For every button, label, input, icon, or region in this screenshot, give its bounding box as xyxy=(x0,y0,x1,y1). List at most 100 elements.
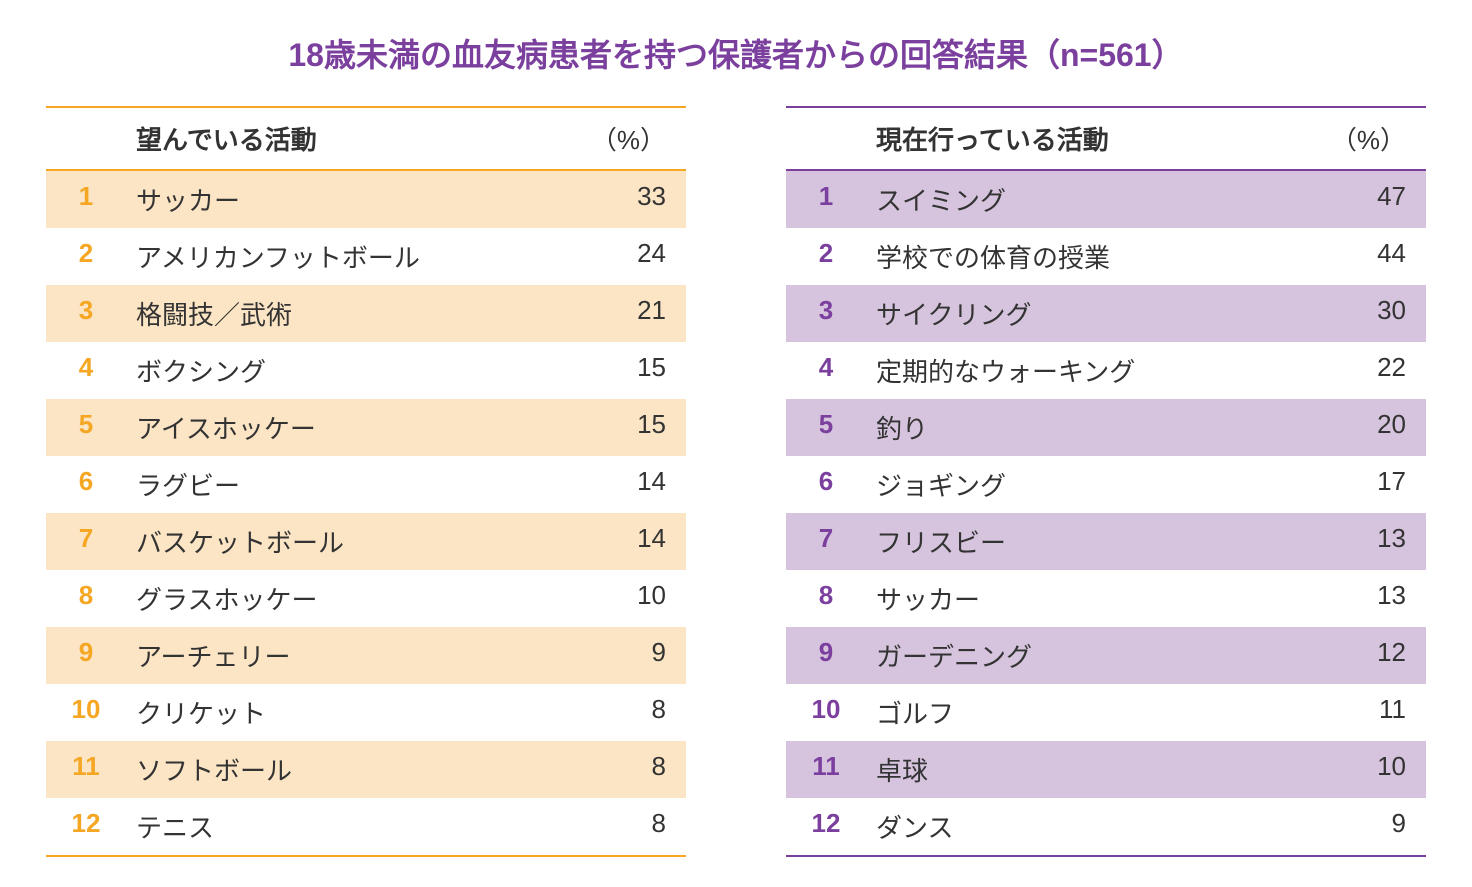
desired-activities-table: 望んでいる活動（%）1サッカー332アメリカンフットボール243格闘技／武術21… xyxy=(46,106,686,857)
rank-value: 7 xyxy=(46,523,126,560)
percent-value: 22 xyxy=(1326,352,1426,389)
activity-header: 現在行っている活動 xyxy=(866,120,1326,157)
tables-container: 望んでいる活動（%）1サッカー332アメリカンフットボール243格闘技／武術21… xyxy=(20,106,1452,857)
table-row: 10ゴルフ11 xyxy=(786,684,1426,741)
rank-value: 10 xyxy=(46,694,126,731)
table-row: 3サイクリング30 xyxy=(786,285,1426,342)
current-activities-table: 現在行っている活動（%）1スイミング472学校での体育の授業443サイクリング3… xyxy=(786,106,1426,857)
rank-value: 3 xyxy=(46,295,126,332)
table-row: 10クリケット8 xyxy=(46,684,686,741)
percent-value: 21 xyxy=(586,295,686,332)
percent-value: 33 xyxy=(586,181,686,218)
table-row: 12ダンス9 xyxy=(786,798,1426,857)
rank-value: 12 xyxy=(46,808,126,845)
activity-value: スイミング xyxy=(866,181,1326,218)
rank-value: 4 xyxy=(46,352,126,389)
percent-value: 10 xyxy=(586,580,686,617)
percent-value: 10 xyxy=(1326,751,1426,788)
percent-value: 8 xyxy=(586,751,686,788)
activity-value: ソフトボール xyxy=(126,751,586,788)
table-header: 現在行っている活動（%） xyxy=(786,108,1426,171)
activity-value: ダンス xyxy=(866,808,1326,845)
table-row: 6ジョギング17 xyxy=(786,456,1426,513)
activity-value: 卓球 xyxy=(866,751,1326,788)
activity-value: サイクリング xyxy=(866,295,1326,332)
activity-value: 釣り xyxy=(866,409,1326,446)
percent-value: 24 xyxy=(586,238,686,275)
activity-value: クリケット xyxy=(126,694,586,731)
percent-value: 9 xyxy=(586,637,686,674)
rank-value: 10 xyxy=(786,694,866,731)
activity-value: ボクシング xyxy=(126,352,586,389)
percent-value: 17 xyxy=(1326,466,1426,503)
activity-value: バスケットボール xyxy=(126,523,586,560)
activity-value: グラスホッケー xyxy=(126,580,586,617)
activity-value: テニス xyxy=(126,808,586,845)
percent-value: 14 xyxy=(586,523,686,560)
activity-value: 定期的なウォーキング xyxy=(866,352,1326,389)
activity-value: サッカー xyxy=(126,181,586,218)
table-row: 2アメリカンフットボール24 xyxy=(46,228,686,285)
table-row: 1サッカー33 xyxy=(46,171,686,228)
activity-value: ラグビー xyxy=(126,466,586,503)
table-row: 3格闘技／武術21 xyxy=(46,285,686,342)
table-row: 8グラスホッケー10 xyxy=(46,570,686,627)
rank-value: 1 xyxy=(786,181,866,218)
percent-value: 15 xyxy=(586,409,686,446)
table-row: 5釣り20 xyxy=(786,399,1426,456)
percent-value: 20 xyxy=(1326,409,1426,446)
table-header: 望んでいる活動（%） xyxy=(46,108,686,171)
rank-value: 8 xyxy=(786,580,866,617)
rank-value: 8 xyxy=(46,580,126,617)
activity-value: 学校での体育の授業 xyxy=(866,238,1326,275)
percent-value: 30 xyxy=(1326,295,1426,332)
rank-value: 2 xyxy=(46,238,126,275)
table-row: 9アーチェリー9 xyxy=(46,627,686,684)
activity-value: アメリカンフットボール xyxy=(126,238,586,275)
table-row: 7バスケットボール14 xyxy=(46,513,686,570)
percent-value: 47 xyxy=(1326,181,1426,218)
rank-value: 1 xyxy=(46,181,126,218)
rank-value: 12 xyxy=(786,808,866,845)
rank-value: 6 xyxy=(786,466,866,503)
percent-value: 13 xyxy=(1326,580,1426,617)
percent-value: 12 xyxy=(1326,637,1426,674)
table-row: 9ガーデニング12 xyxy=(786,627,1426,684)
rank-value: 5 xyxy=(786,409,866,446)
activity-header: 望んでいる活動 xyxy=(126,120,586,157)
table-row: 4ボクシング15 xyxy=(46,342,686,399)
table-row: 12テニス8 xyxy=(46,798,686,857)
percent-value: 44 xyxy=(1326,238,1426,275)
table-row: 11ソフトボール8 xyxy=(46,741,686,798)
activity-value: サッカー xyxy=(866,580,1326,617)
percent-header: （%） xyxy=(1326,120,1426,157)
table-row: 1スイミング47 xyxy=(786,171,1426,228)
activity-value: ガーデニング xyxy=(866,637,1326,674)
table-row: 5アイスホッケー15 xyxy=(46,399,686,456)
percent-value: 8 xyxy=(586,694,686,731)
rank-value: 6 xyxy=(46,466,126,503)
rank-value: 9 xyxy=(46,637,126,674)
percent-value: 9 xyxy=(1326,808,1426,845)
rank-value: 7 xyxy=(786,523,866,560)
percent-value: 13 xyxy=(1326,523,1426,560)
activity-value: フリスビー xyxy=(866,523,1326,560)
activity-value: ジョギング xyxy=(866,466,1326,503)
percent-value: 11 xyxy=(1326,694,1426,731)
rank-value: 2 xyxy=(786,238,866,275)
rank-value: 4 xyxy=(786,352,866,389)
percent-value: 8 xyxy=(586,808,686,845)
table-row: 8サッカー13 xyxy=(786,570,1426,627)
table-row: 11卓球10 xyxy=(786,741,1426,798)
table-row: 6ラグビー14 xyxy=(46,456,686,513)
percent-header: （%） xyxy=(586,120,686,157)
table-row: 4定期的なウォーキング22 xyxy=(786,342,1426,399)
rank-value: 11 xyxy=(786,751,866,788)
percent-value: 15 xyxy=(586,352,686,389)
table-row: 2学校での体育の授業44 xyxy=(786,228,1426,285)
activity-value: アイスホッケー xyxy=(126,409,586,446)
rank-value: 5 xyxy=(46,409,126,446)
percent-value: 14 xyxy=(586,466,686,503)
rank-header xyxy=(786,120,866,157)
activity-value: アーチェリー xyxy=(126,637,586,674)
